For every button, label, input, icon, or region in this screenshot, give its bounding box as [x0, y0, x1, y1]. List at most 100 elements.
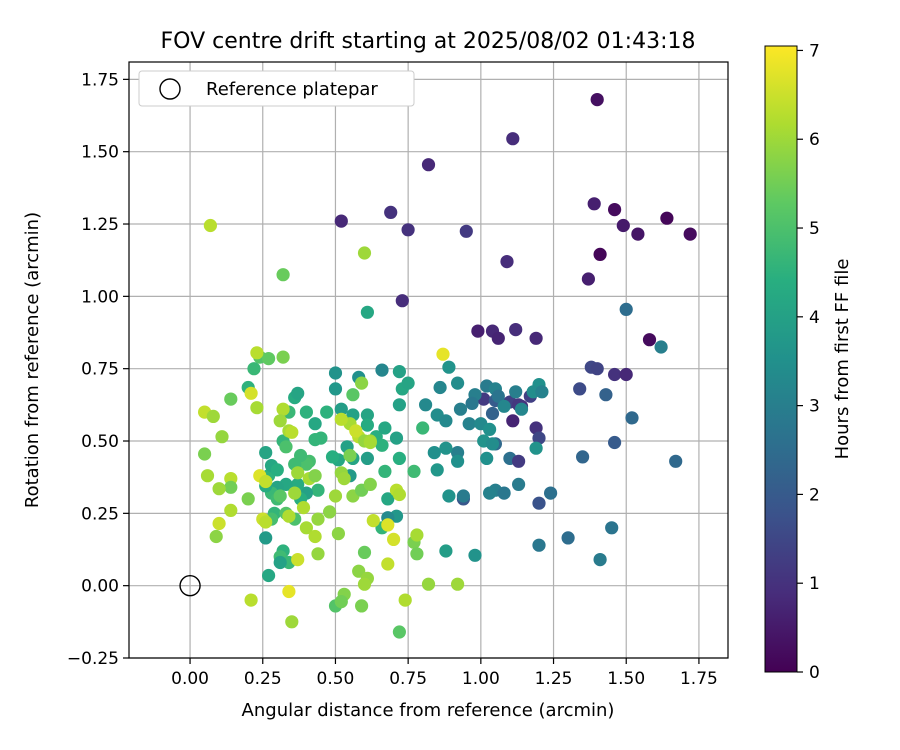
scatter-point	[483, 486, 497, 500]
scatter-point	[337, 472, 351, 486]
scatter-point	[299, 521, 313, 535]
scatter-point	[311, 512, 325, 526]
scatter-point	[497, 399, 511, 413]
scatter-point	[259, 474, 273, 489]
y-tick-label: 0.00	[81, 577, 119, 597]
scatter-point	[259, 531, 273, 545]
legend: Reference platepar	[138, 70, 415, 107]
scatter-point	[381, 557, 395, 571]
colorbar-tick-label: 1	[809, 574, 820, 594]
scatter-point	[605, 521, 619, 535]
scatter-point	[259, 446, 273, 460]
scatter-point	[355, 376, 369, 390]
x-tick-label: 1.50	[607, 669, 645, 689]
scatter-point	[573, 382, 587, 396]
scatter-point	[392, 365, 406, 379]
scatter-point	[395, 294, 409, 308]
x-tick-label: 0.25	[244, 669, 282, 689]
y-tick-label: −0.25	[67, 649, 119, 669]
scatter-point	[262, 568, 276, 583]
scatter-point	[250, 401, 264, 415]
scatter-point	[270, 463, 284, 477]
scatter-point	[465, 396, 479, 410]
scatter-point	[276, 268, 290, 282]
scatter-point	[683, 227, 697, 241]
scatter-point	[291, 553, 305, 567]
scatter-point	[532, 431, 546, 445]
scatter-point	[654, 340, 668, 354]
scatter-point	[355, 599, 369, 613]
x-tick-label: 1.00	[462, 669, 500, 689]
colorbar-tick-label: 3	[809, 397, 820, 417]
scatter-point	[392, 398, 406, 412]
y-axis-ticks: −0.25 0.00 0.25 0.50 0.75 1.00 1.25 1.50 1.75	[67, 70, 129, 669]
scatter-point	[407, 464, 421, 478]
scatter-point	[532, 496, 546, 510]
scatter-point	[381, 518, 395, 532]
x-axis-ticks: 0.00 0.25 0.50 0.75 1.00 1.25 1.50 1.75	[171, 658, 718, 689]
scatter-point	[471, 324, 485, 338]
scatter-point	[282, 509, 296, 523]
colorbar-ticks: 0 1 2 3 4 5 6 7	[797, 41, 820, 683]
scatter-point	[285, 615, 299, 629]
scatter-point	[308, 529, 322, 544]
y-tick-label: 1.50	[81, 143, 119, 163]
scatter-point	[608, 435, 622, 450]
scatter-point	[296, 501, 311, 515]
x-tick-label: 1.25	[535, 669, 573, 689]
legend-label: Reference platepar	[206, 79, 378, 100]
scatter-point	[608, 367, 622, 382]
scatter-point	[439, 414, 453, 428]
scatter-point	[378, 421, 392, 435]
scatter-point	[250, 346, 264, 360]
scatter-point	[451, 376, 465, 390]
scatter-point	[334, 412, 348, 426]
scatter-point	[387, 532, 401, 547]
scatter-point	[366, 514, 380, 528]
scatter-point	[593, 247, 607, 261]
colorbar-gradient	[764, 45, 798, 673]
scatter-point	[480, 451, 494, 465]
scatter-point	[511, 477, 526, 491]
scatter-point	[442, 489, 456, 503]
scatter-point	[378, 464, 392, 478]
scatter-point	[384, 205, 398, 219]
scatter-point	[224, 392, 238, 406]
colorbar-tick-label: 2	[809, 485, 820, 505]
colorbar: 0 1 2 3 4 5 6 7 Hours from first FF file	[764, 41, 853, 683]
scatter-point	[608, 203, 622, 217]
scatter-point	[375, 363, 389, 377]
scatter-point	[433, 380, 447, 395]
x-axis-label: Angular distance from reference (arcmin)	[242, 700, 615, 721]
scatter-point	[401, 223, 415, 237]
scatter-point	[483, 422, 497, 436]
scatter-point	[619, 302, 633, 316]
scatter-point	[276, 402, 290, 416]
scatter-point	[436, 347, 450, 361]
scatter-point	[416, 421, 430, 435]
scatter-point	[430, 463, 444, 477]
scatter-point	[241, 492, 255, 506]
scatter-point	[244, 386, 258, 400]
scatter-point	[590, 93, 604, 107]
scatter-point	[544, 486, 558, 500]
scatter-point	[619, 367, 633, 382]
scatter-point	[375, 438, 389, 452]
scatter-point	[453, 402, 468, 416]
scatter-point	[352, 564, 366, 578]
scatter-point	[282, 584, 296, 599]
scatter-point	[509, 323, 523, 337]
scatter-point	[328, 366, 343, 380]
scatter-point	[398, 593, 412, 607]
scatter-point	[590, 362, 604, 376]
scatter-point	[320, 405, 334, 419]
scatter-point	[244, 593, 258, 607]
scatter-point	[599, 388, 613, 402]
scatter-point	[346, 388, 360, 402]
y-axis-label: Rotation from reference (arcmin)	[22, 212, 43, 508]
scatter-point	[215, 430, 229, 444]
colorbar-tick-label: 0	[809, 663, 820, 683]
scatter-point	[381, 492, 395, 506]
scatter-point	[389, 431, 404, 445]
scatter-point	[273, 555, 287, 570]
